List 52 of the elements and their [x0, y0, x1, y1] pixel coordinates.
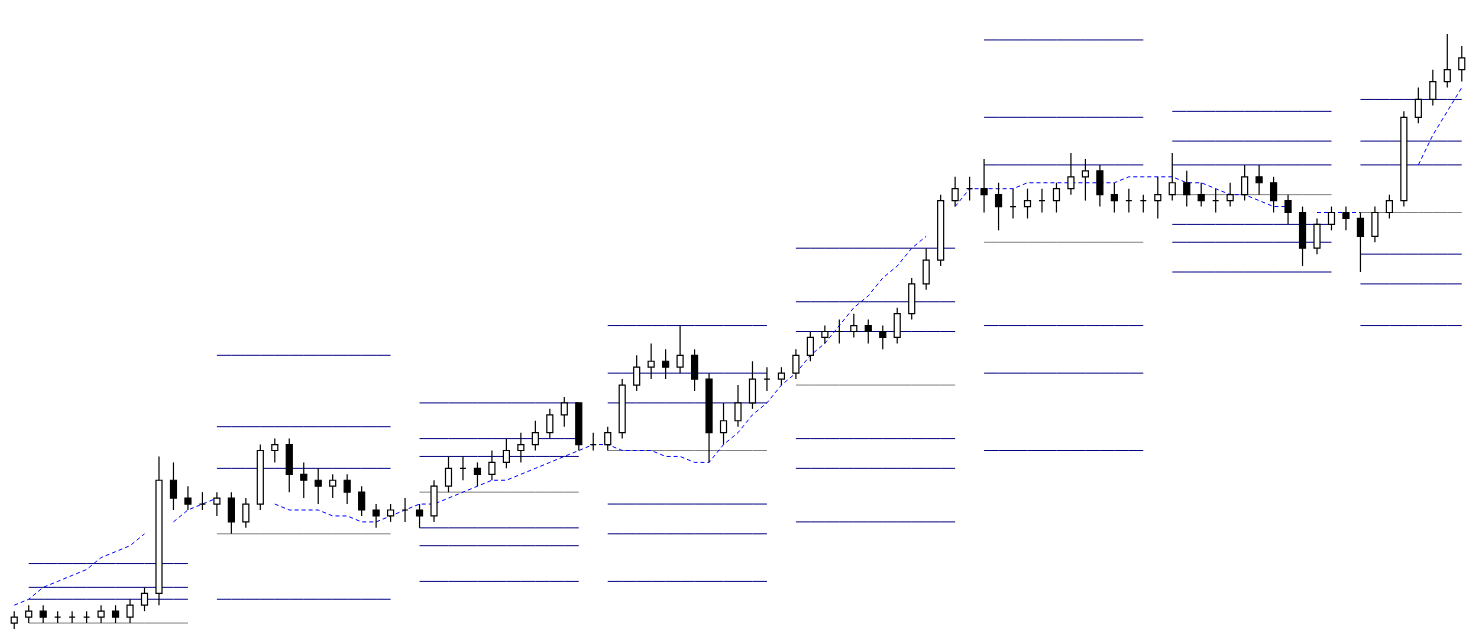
- candlestick: [358, 485, 366, 517]
- candlestick: [647, 342, 655, 380]
- candlestick: [444, 455, 453, 493]
- candlestick: [502, 438, 510, 469]
- candlestick: [1356, 211, 1365, 273]
- candlestick: [372, 503, 380, 529]
- candlestick: [850, 313, 858, 339]
- candlestick: [314, 467, 322, 505]
- candlestick: [1284, 194, 1292, 225]
- candlestick: [329, 473, 337, 499]
- candlestick: [546, 408, 554, 440]
- candlestick: [300, 461, 308, 499]
- candlestick: [864, 319, 872, 344]
- candlestick: [473, 461, 482, 487]
- candlestick: [1327, 205, 1336, 231]
- candlestick: [227, 491, 235, 535]
- candlestick: [806, 330, 814, 362]
- candlestick: [676, 324, 684, 374]
- candlestick: [1371, 205, 1379, 243]
- candlestick: [97, 604, 105, 624]
- candlestick: [415, 503, 424, 529]
- candlestick: [242, 497, 250, 529]
- candlestick: [1429, 69, 1437, 106]
- candlestick: [748, 360, 757, 410]
- candlestick: [734, 384, 742, 428]
- candlestick: [126, 598, 134, 624]
- candlestick: [1443, 33, 1451, 89]
- candlestick: [343, 473, 351, 505]
- candlestick: [560, 396, 568, 428]
- candlestick: [1414, 86, 1422, 124]
- candlestick: [879, 324, 887, 350]
- candlestick: [169, 461, 178, 511]
- candlestick: [140, 586, 149, 612]
- candlestick: [719, 402, 728, 446]
- candlestick: [1458, 45, 1466, 83]
- candlestick: [184, 485, 192, 511]
- candlestick: [893, 307, 901, 344]
- candlestick: [922, 247, 930, 291]
- candlestick: [271, 438, 279, 463]
- candlestick: [662, 348, 670, 380]
- candlestick: [488, 449, 496, 481]
- candlestick: [213, 491, 221, 517]
- candlestick: [792, 348, 800, 380]
- candlestick: [821, 324, 829, 344]
- candlestick: [1313, 217, 1321, 255]
- candlestick: [531, 420, 539, 452]
- candlestick: [604, 426, 612, 452]
- candlestick: [633, 354, 641, 392]
- candlestick: [517, 432, 525, 463]
- candlestick: [1342, 205, 1350, 231]
- candlestick: [690, 348, 699, 392]
- candlestick: [1385, 194, 1393, 220]
